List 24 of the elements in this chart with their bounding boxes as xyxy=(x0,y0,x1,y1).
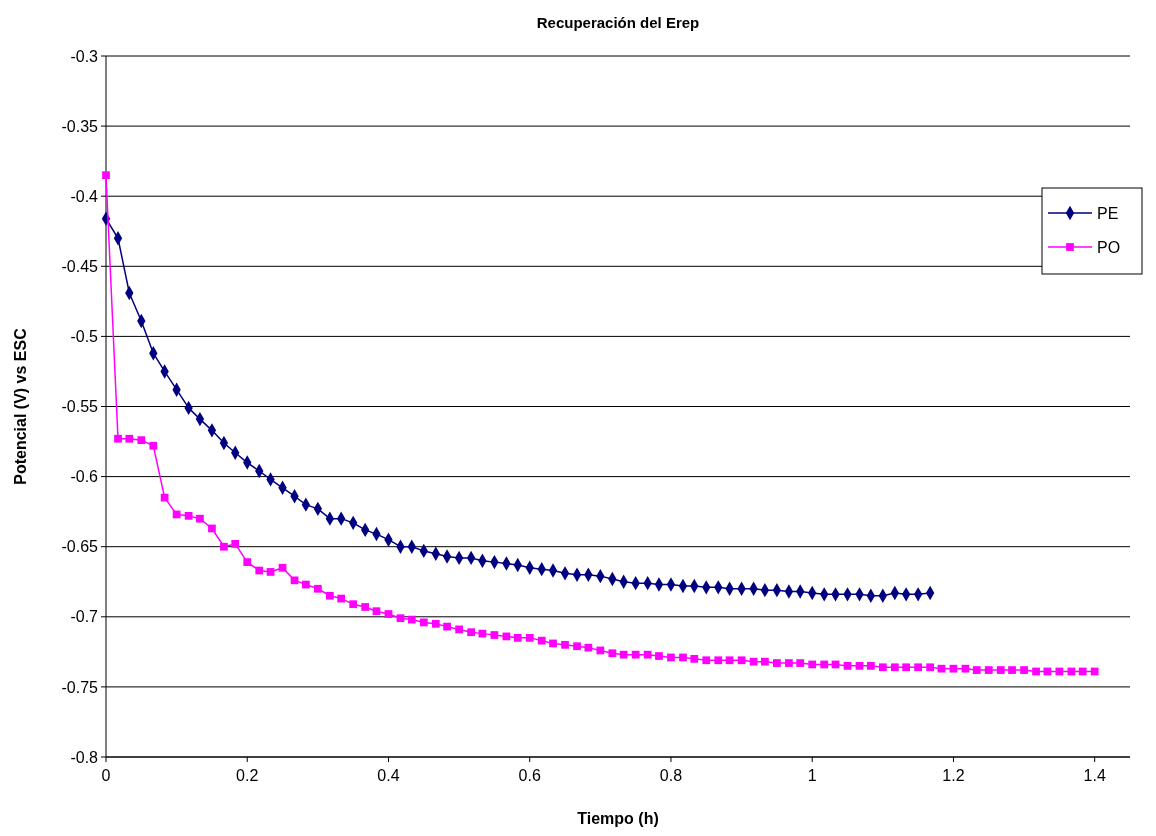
y-tick-label: -0.7 xyxy=(70,608,99,626)
x-tick-label: 0 xyxy=(101,767,111,784)
legend-label: PO xyxy=(1097,238,1121,256)
y-axis-title: Potencial (V) vs ESC xyxy=(12,327,29,485)
y-tick-label: -0.5 xyxy=(70,328,99,345)
x-tick-label: 0.8 xyxy=(659,767,683,784)
x-tick-label: 1 xyxy=(807,767,817,784)
x-tick-label: 0.2 xyxy=(236,767,259,784)
x-tick-label: 1.2 xyxy=(942,767,965,784)
x-tick-label: 0.4 xyxy=(377,767,400,784)
y-tick-label: -0.75 xyxy=(61,678,99,696)
y-tick-label: -0.3 xyxy=(70,47,99,65)
y-tick-label: -0.65 xyxy=(61,538,99,556)
y-tick-label: -0.8 xyxy=(70,748,99,766)
y-tick-label: -0.55 xyxy=(61,398,99,416)
chart-title: Recuperación del Erep xyxy=(536,14,700,31)
x-axis-title: Tiempo (h) xyxy=(577,810,659,827)
legend-label: PE xyxy=(1097,204,1119,222)
x-tick-label: 0.6 xyxy=(518,767,541,784)
y-tick-label: -0.45 xyxy=(61,257,99,275)
y-tick-label: -0.35 xyxy=(61,117,99,135)
y-tick-label: -0.6 xyxy=(70,468,99,486)
y-tick-label: -0.4 xyxy=(70,187,99,205)
x-tick-label: 1.4 xyxy=(1083,767,1106,784)
